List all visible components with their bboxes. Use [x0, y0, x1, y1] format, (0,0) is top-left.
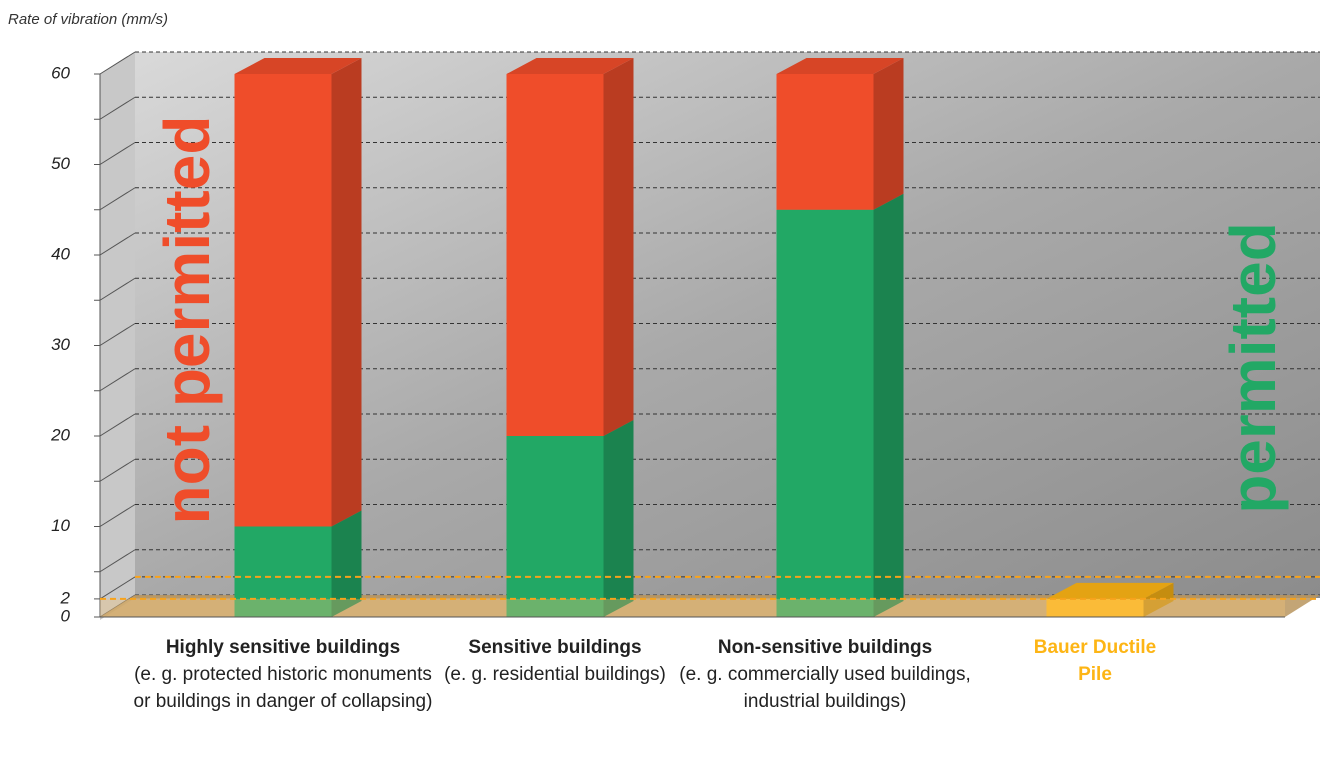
tick-diagonal [99, 142, 136, 165]
y-tick-label: 30 [51, 335, 70, 354]
tick-diagonal [99, 576, 136, 600]
y-tick-label: 2 [60, 588, 71, 607]
y-tick-label: 40 [51, 244, 70, 263]
tick-diagonal [99, 277, 136, 301]
category-name: Bauer Ductile Pile [1033, 637, 1157, 685]
bar [776, 74, 874, 210]
bar-side [873, 193, 904, 617]
category-label: Non-sensitive buildings (e. g. commercial… [675, 634, 975, 715]
bar [234, 74, 332, 527]
bar-side [873, 58, 904, 210]
bar-side [603, 420, 634, 617]
y-tick-label: 0 [61, 606, 71, 625]
category-label: Sensitive buildings (e. g. residential bu… [405, 634, 705, 688]
tick-diagonal [99, 368, 136, 392]
y-tick-label: 10 [51, 516, 70, 535]
category-name: Highly sensitive buildings [165, 637, 401, 658]
bar-side [331, 510, 362, 617]
category-label: Bauer Ductile Pile [1020, 634, 1170, 688]
y-tick-label: 60 [51, 63, 70, 82]
series-label: not permitted [151, 116, 223, 525]
bar-side [331, 58, 362, 527]
category-name: Sensitive buildings [468, 637, 642, 658]
category-note: (e. g. commercially used buildings, indu… [679, 664, 971, 712]
bar [506, 74, 604, 436]
series-label: permitted [1217, 222, 1289, 514]
bar-top [234, 58, 362, 74]
bar-top [506, 58, 634, 74]
tick-diagonal [99, 232, 136, 256]
tick-diagonal [99, 504, 136, 527]
bar [1046, 598, 1144, 617]
category-note: (e. g. residential buildings) [444, 664, 666, 685]
bar-top [1046, 582, 1174, 599]
y-tick-label: 20 [50, 425, 70, 444]
pile-level-band [100, 598, 1285, 617]
tick-diagonal [99, 549, 136, 573]
tick-diagonal [99, 187, 136, 211]
tick-diagonal [99, 323, 136, 346]
bar-side [1143, 582, 1174, 617]
floor [100, 595, 1320, 617]
bar-side [603, 58, 634, 436]
category-name: Non-sensitive buildings [717, 637, 933, 658]
tick-diagonal [99, 96, 136, 120]
tick-diagonal [99, 458, 136, 482]
bar-top [776, 58, 904, 74]
bar [776, 209, 874, 617]
y-tick-label: 50 [51, 154, 70, 173]
y-axis-label: Rate of vibration (mm/s) [8, 11, 168, 28]
side-wall [100, 52, 135, 620]
tick-diagonal [99, 51, 136, 75]
tick-diagonal [99, 413, 136, 437]
bar [506, 436, 604, 617]
category-note: (e. g. protected historic monuments or b… [133, 664, 433, 712]
category-label: Highly sensitive buildings (e. g. protect… [133, 634, 433, 715]
bar [234, 526, 332, 617]
